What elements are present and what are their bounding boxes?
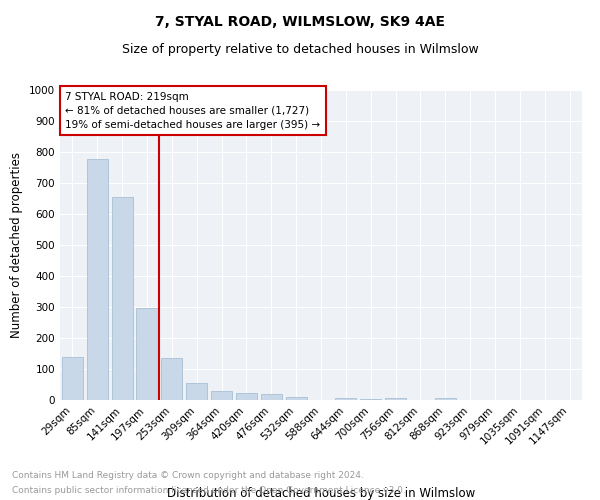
Text: 7 STYAL ROAD: 219sqm
← 81% of detached houses are smaller (1,727)
19% of semi-de: 7 STYAL ROAD: 219sqm ← 81% of detached h… [65,92,320,130]
Bar [435,398,456,400]
Text: Size of property relative to detached houses in Wilmslow: Size of property relative to detached ho… [122,42,478,56]
Bar [161,358,182,400]
Text: Distribution of detached houses by size in Wilmslow: Distribution of detached houses by size … [167,487,475,500]
Bar [62,356,83,400]
Bar [112,197,133,400]
Text: 7, STYAL ROAD, WILMSLOW, SK9 4AE: 7, STYAL ROAD, WILMSLOW, SK9 4AE [155,15,445,29]
Bar [360,399,381,400]
Bar [236,393,257,400]
Bar [335,398,356,400]
Bar [186,383,207,400]
Bar [87,159,108,400]
Text: Contains public sector information licensed under the Open Government Licence v3: Contains public sector information licen… [12,486,406,495]
Bar [136,308,158,400]
Y-axis label: Number of detached properties: Number of detached properties [10,152,23,338]
Text: Contains HM Land Registry data © Crown copyright and database right 2024.: Contains HM Land Registry data © Crown c… [12,471,364,480]
Bar [286,397,307,400]
Bar [211,390,232,400]
Bar [385,398,406,400]
Bar [261,394,282,400]
